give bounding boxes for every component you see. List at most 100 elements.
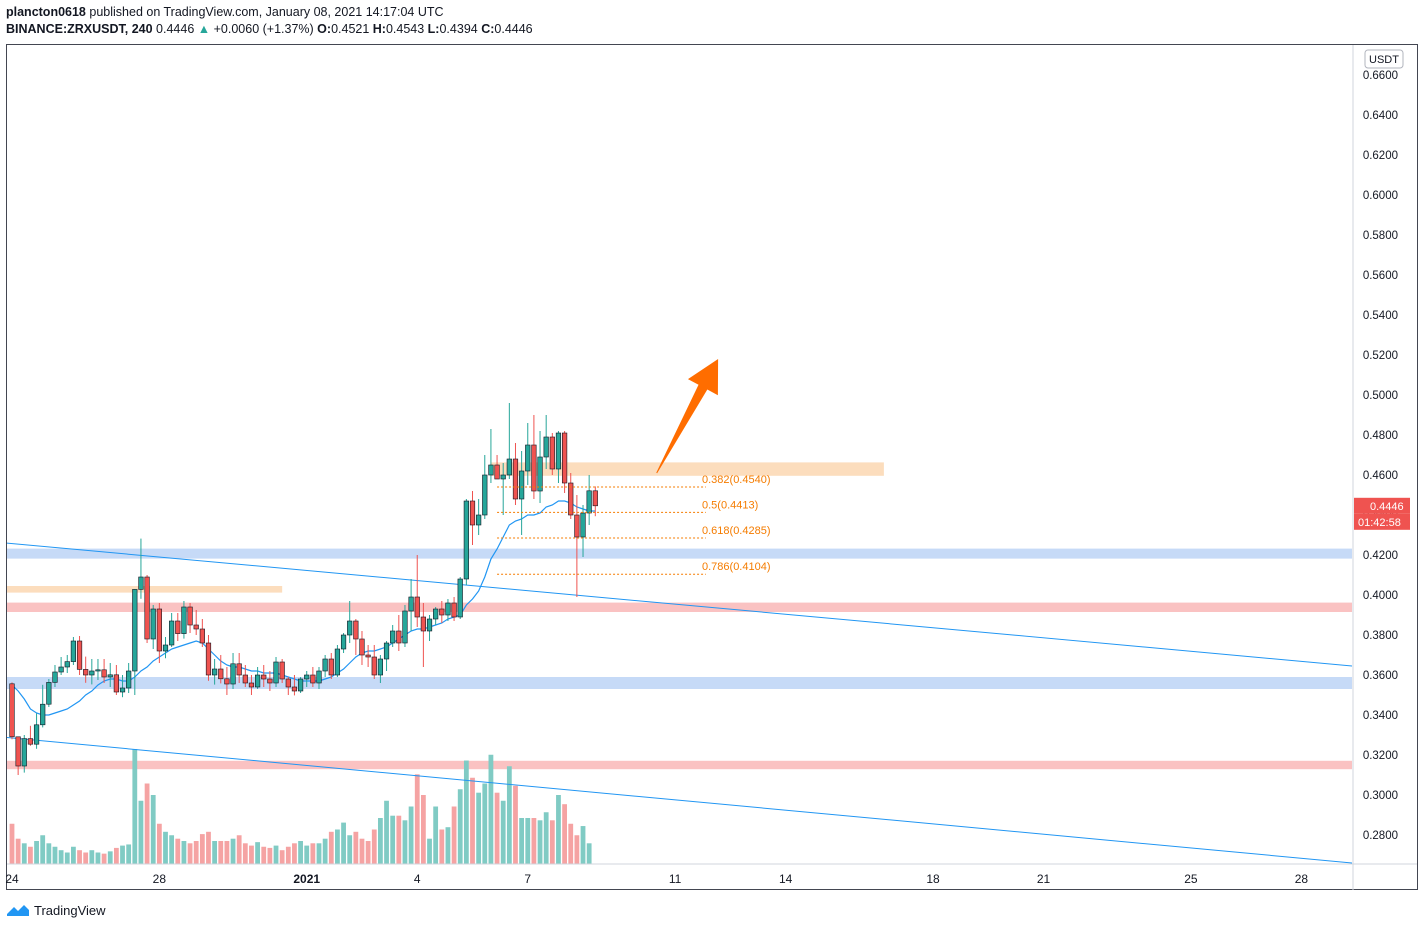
candle-body <box>414 596 420 618</box>
candle-body <box>119 687 126 693</box>
time-tick-label: 24 <box>5 872 19 886</box>
volume-bar <box>15 838 21 864</box>
footer-brand[interactable]: TradingView <box>34 902 106 918</box>
volume-bar <box>384 800 389 864</box>
volume-bar <box>218 841 224 864</box>
candle-body <box>580 512 586 538</box>
volume-bar <box>390 815 396 864</box>
candle-body <box>297 678 304 692</box>
author-name[interactable]: plancton0618 <box>6 5 86 19</box>
chart-frame[interactable] <box>6 44 1418 890</box>
volume-bar <box>513 785 518 864</box>
candle-body <box>488 464 494 476</box>
volume-bar <box>34 841 39 864</box>
price-tick-label: 0.2800 <box>1363 830 1398 842</box>
volume-bar <box>126 844 132 864</box>
volume-bar <box>107 851 113 864</box>
time-tick-label: 28 <box>1295 872 1309 886</box>
volume-bar <box>261 846 267 864</box>
volume-bar <box>562 804 567 864</box>
candle-body <box>76 640 83 670</box>
candle-body <box>144 576 150 640</box>
candle-body <box>279 661 285 680</box>
volume-bar <box>525 818 531 864</box>
candle-body <box>347 620 353 636</box>
fib-level-label: 0.618(0.4285) <box>702 525 771 537</box>
volume-bar <box>494 792 500 864</box>
volume-bar <box>242 843 248 864</box>
time-tick-label: 4 <box>414 872 421 886</box>
volume-bar <box>169 835 175 864</box>
candle-body <box>126 670 132 689</box>
volume-bar <box>457 789 463 864</box>
volume-bar <box>120 845 125 864</box>
price-tick-label: 0.5600 <box>1363 270 1398 282</box>
candle-body <box>439 608 445 616</box>
volume-bar <box>285 846 291 864</box>
candle-body <box>150 608 156 640</box>
volume-bar <box>316 843 322 864</box>
candle-body <box>83 669 89 676</box>
close-value: 0.4446 <box>494 22 533 36</box>
candle-body <box>494 464 500 480</box>
volume-bar <box>470 777 475 864</box>
volume-bar <box>101 853 107 864</box>
chart-header: plancton0618 published on TradingView.co… <box>6 4 533 38</box>
candle-body <box>334 648 341 676</box>
fib-level-label: 0.786(0.4104) <box>702 561 771 573</box>
candle-body <box>255 674 261 688</box>
volume-bar <box>206 831 211 864</box>
candle-body <box>340 634 347 650</box>
candle-body <box>531 444 537 492</box>
volume-bar <box>433 806 439 864</box>
volume-bar <box>463 760 469 864</box>
price-tick-label: 0.4800 <box>1363 430 1398 442</box>
candle-body <box>58 666 64 673</box>
candle-body <box>574 514 580 538</box>
volume-bar <box>193 841 199 864</box>
price-tick-label: 0.4000 <box>1363 590 1398 602</box>
volume-bar <box>328 831 334 864</box>
volume-bar <box>500 800 506 864</box>
candle-body <box>21 738 27 767</box>
volume-bar <box>58 850 64 864</box>
tradingview-logo-icon[interactable] <box>6 902 30 918</box>
currency-badge <box>1364 49 1404 69</box>
volume-bar <box>144 783 150 864</box>
volume-bar <box>132 749 138 864</box>
zone-pivot-4 <box>7 602 1352 612</box>
volume-bar <box>414 774 420 864</box>
candle-body <box>519 470 525 500</box>
candle-body <box>218 668 224 680</box>
candle-body <box>273 661 279 684</box>
candle-body <box>9 683 15 738</box>
volume-bar <box>408 806 414 864</box>
price-tick-label: 0.4600 <box>1363 470 1398 482</box>
volume-bar <box>267 847 273 864</box>
candle-body <box>316 670 322 684</box>
candle-body <box>402 610 408 644</box>
volume-bar <box>519 818 525 864</box>
zone-support-2 <box>7 548 1352 559</box>
candle-body <box>224 678 230 685</box>
candle-body <box>500 474 506 480</box>
candle-body <box>506 458 512 476</box>
candle-body <box>15 736 21 767</box>
candle-body <box>193 624 199 630</box>
candle-body <box>261 674 267 680</box>
price-tick-label: 0.5800 <box>1363 230 1398 242</box>
last-price-label: 0.4446 <box>1370 501 1404 513</box>
volume-bar <box>574 835 580 864</box>
candle-body <box>169 620 175 646</box>
price-tick-label: 0.3600 <box>1363 670 1398 682</box>
candle-body <box>304 674 310 680</box>
zone-resistance-0 <box>490 462 884 476</box>
candle-body <box>156 608 162 652</box>
candle-body <box>64 661 70 668</box>
fib-level-label: 0.382(0.4540) <box>702 474 771 486</box>
symbol-name: BINANCE:ZRXUSDT, 240 <box>6 22 153 36</box>
trendline-0 <box>7 542 1352 667</box>
volume-bar <box>83 852 89 864</box>
candle-body <box>586 490 592 514</box>
